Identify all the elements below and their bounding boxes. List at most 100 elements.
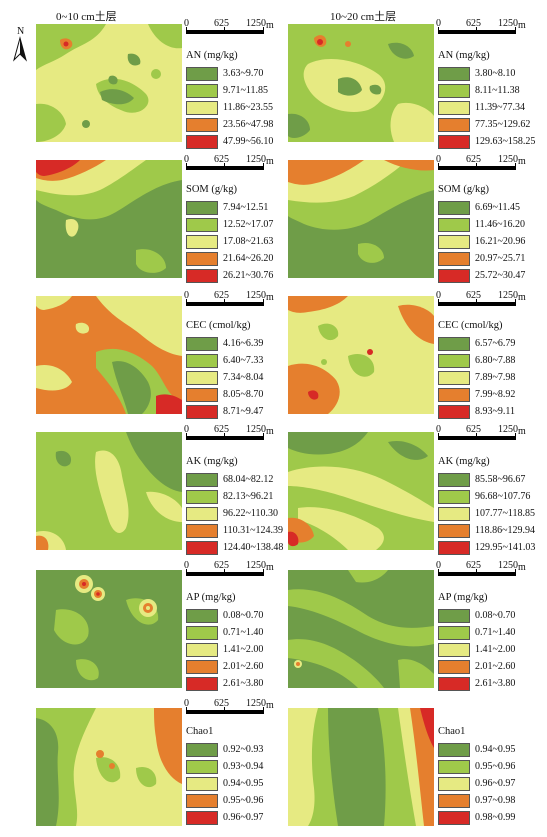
legend-label: 107.77~118.85: [475, 508, 536, 519]
scale-bar: 0 625 1250 m: [436, 154, 538, 174]
north-arrow-icon: N: [12, 24, 28, 62]
map-ap-10-20cm: [288, 570, 434, 688]
legend-label: 6.57~6.79: [475, 338, 516, 349]
legend-label: 11.39~77.34: [475, 102, 526, 113]
legend-label: 8.05~8.70: [223, 389, 264, 400]
scale-tick-label: 625: [214, 154, 229, 165]
legend-swatch: [438, 676, 470, 691]
map-ak-10-20cm: [288, 432, 434, 550]
scale-tick-label: 625: [466, 290, 481, 301]
scale-tick-label: 625: [214, 698, 229, 709]
legend-swatch: [438, 200, 470, 215]
column-title-10-20cm: 10~20 cm土层: [330, 11, 397, 23]
scale-bar: 0 625 1250 m: [436, 290, 538, 310]
scale-unit: m: [518, 562, 526, 573]
scale-tick-label: 625: [466, 424, 481, 435]
legend-swatch: [186, 625, 218, 640]
legend-title: AP (mg/kg): [186, 592, 236, 603]
legend-label: 17.08~21.63: [223, 236, 274, 247]
legend-label: 11.86~23.55: [223, 102, 274, 113]
map-chao1-10-20cm: [288, 708, 434, 826]
legend-swatch: [186, 353, 218, 368]
legend-title: CEC (cmol/kg): [438, 320, 503, 331]
legend-swatch: [438, 776, 470, 791]
scale-tick-label: 0: [436, 154, 441, 165]
legend-swatch: [438, 625, 470, 640]
legend-an-0-10cm: AN (mg/kg) 3.63~9.70 9.71~11.85 11.86~23…: [186, 50, 296, 150]
legend-swatch: [186, 506, 218, 521]
scale-tick-label: 0: [436, 424, 441, 435]
scale-bar: 0 625 1250 m: [184, 290, 286, 310]
map-cec-0-10cm: [36, 296, 182, 414]
legend-title: AK (mg/kg): [186, 456, 238, 467]
legend-swatch: [186, 793, 218, 808]
legend-label: 0.96~0.97: [223, 812, 264, 823]
legend-swatch: [438, 117, 470, 132]
legend-swatch: [186, 66, 218, 81]
scale-bar: 0 625 1250 m: [436, 424, 538, 444]
legend-swatch: [438, 523, 470, 538]
scale-unit: m: [266, 700, 274, 711]
legend-swatch: [186, 100, 218, 115]
legend-swatch: [438, 336, 470, 351]
legend-swatch: [438, 353, 470, 368]
map-an-0-10cm: [36, 24, 182, 142]
legend-swatch: [438, 810, 470, 825]
scale-tick-label: 625: [214, 18, 229, 29]
north-label: N: [17, 26, 24, 37]
legend-label: 0.95~0.96: [223, 795, 264, 806]
legend-cec-0-10cm: CEC (cmol/kg) 4.16~6.39 6.40~7.33 7.34~8…: [186, 320, 296, 420]
legend-swatch: [186, 234, 218, 249]
legend-label: 0.94~0.95: [475, 744, 516, 755]
legend-label: 96.68~107.76: [475, 491, 531, 502]
scale-tick-label: 1250: [498, 154, 518, 165]
legend-swatch: [186, 489, 218, 504]
legend-label: 85.58~96.67: [475, 474, 526, 485]
map-som-10-20cm: [288, 160, 434, 278]
legend-label: 118.86~129.94: [475, 525, 536, 536]
legend-label: 8.11~11.38: [475, 85, 520, 96]
legend-swatch: [186, 608, 218, 623]
legend-swatch: [186, 268, 218, 283]
legend-label: 16.21~20.96: [475, 236, 526, 247]
legend-title: SOM (g/kg): [438, 184, 490, 195]
scale-tick-label: 1250: [246, 424, 266, 435]
legend-ak-10-20cm: AK (mg/kg) 85.58~96.67 96.68~107.76 107.…: [438, 456, 547, 556]
legend-swatch: [438, 100, 470, 115]
legend-swatch: [186, 217, 218, 232]
legend-label: 2.61~3.80: [475, 678, 516, 689]
scale-tick-label: 1250: [246, 560, 266, 571]
legend-swatch: [438, 387, 470, 402]
scale-unit: m: [266, 562, 274, 573]
legend-label: 0.96~0.97: [475, 778, 516, 789]
legend-title: Chao1: [438, 726, 466, 737]
legend-swatch: [438, 66, 470, 81]
legend-swatch: [186, 540, 218, 555]
legend-swatch: [186, 200, 218, 215]
legend-chao1-10-20cm: Chao1 0.94~0.95 0.95~0.96 0.96~0.97 0.97…: [438, 726, 547, 826]
scale-tick-label: 1250: [498, 560, 518, 571]
scale-tick-label: 1250: [498, 18, 518, 29]
map-ap-0-10cm: [36, 570, 182, 688]
legend-cec-10-20cm: CEC (cmol/kg) 6.57~6.79 6.80~7.88 7.89~7…: [438, 320, 547, 420]
scale-tick-label: 1250: [246, 290, 266, 301]
scale-unit: m: [518, 156, 526, 167]
legend-label: 4.16~6.39: [223, 338, 264, 349]
legend-swatch: [186, 810, 218, 825]
legend-swatch: [438, 793, 470, 808]
legend-label: 6.40~7.33: [223, 355, 264, 366]
legend-swatch: [438, 83, 470, 98]
legend-swatch: [186, 251, 218, 266]
legend-label: 0.71~1.40: [475, 627, 516, 638]
legend-swatch: [186, 742, 218, 757]
legend-swatch: [438, 642, 470, 657]
legend-title: SOM (g/kg): [186, 184, 238, 195]
scale-tick-label: 0: [184, 698, 189, 709]
legend-label: 3.80~8.10: [475, 68, 516, 79]
scale-tick-label: 0: [184, 560, 189, 571]
legend-swatch: [186, 472, 218, 487]
legend-swatch: [438, 370, 470, 385]
legend-label: 0.95~0.96: [475, 761, 516, 772]
legend-swatch: [186, 134, 218, 149]
scale-tick-label: 1250: [246, 18, 266, 29]
